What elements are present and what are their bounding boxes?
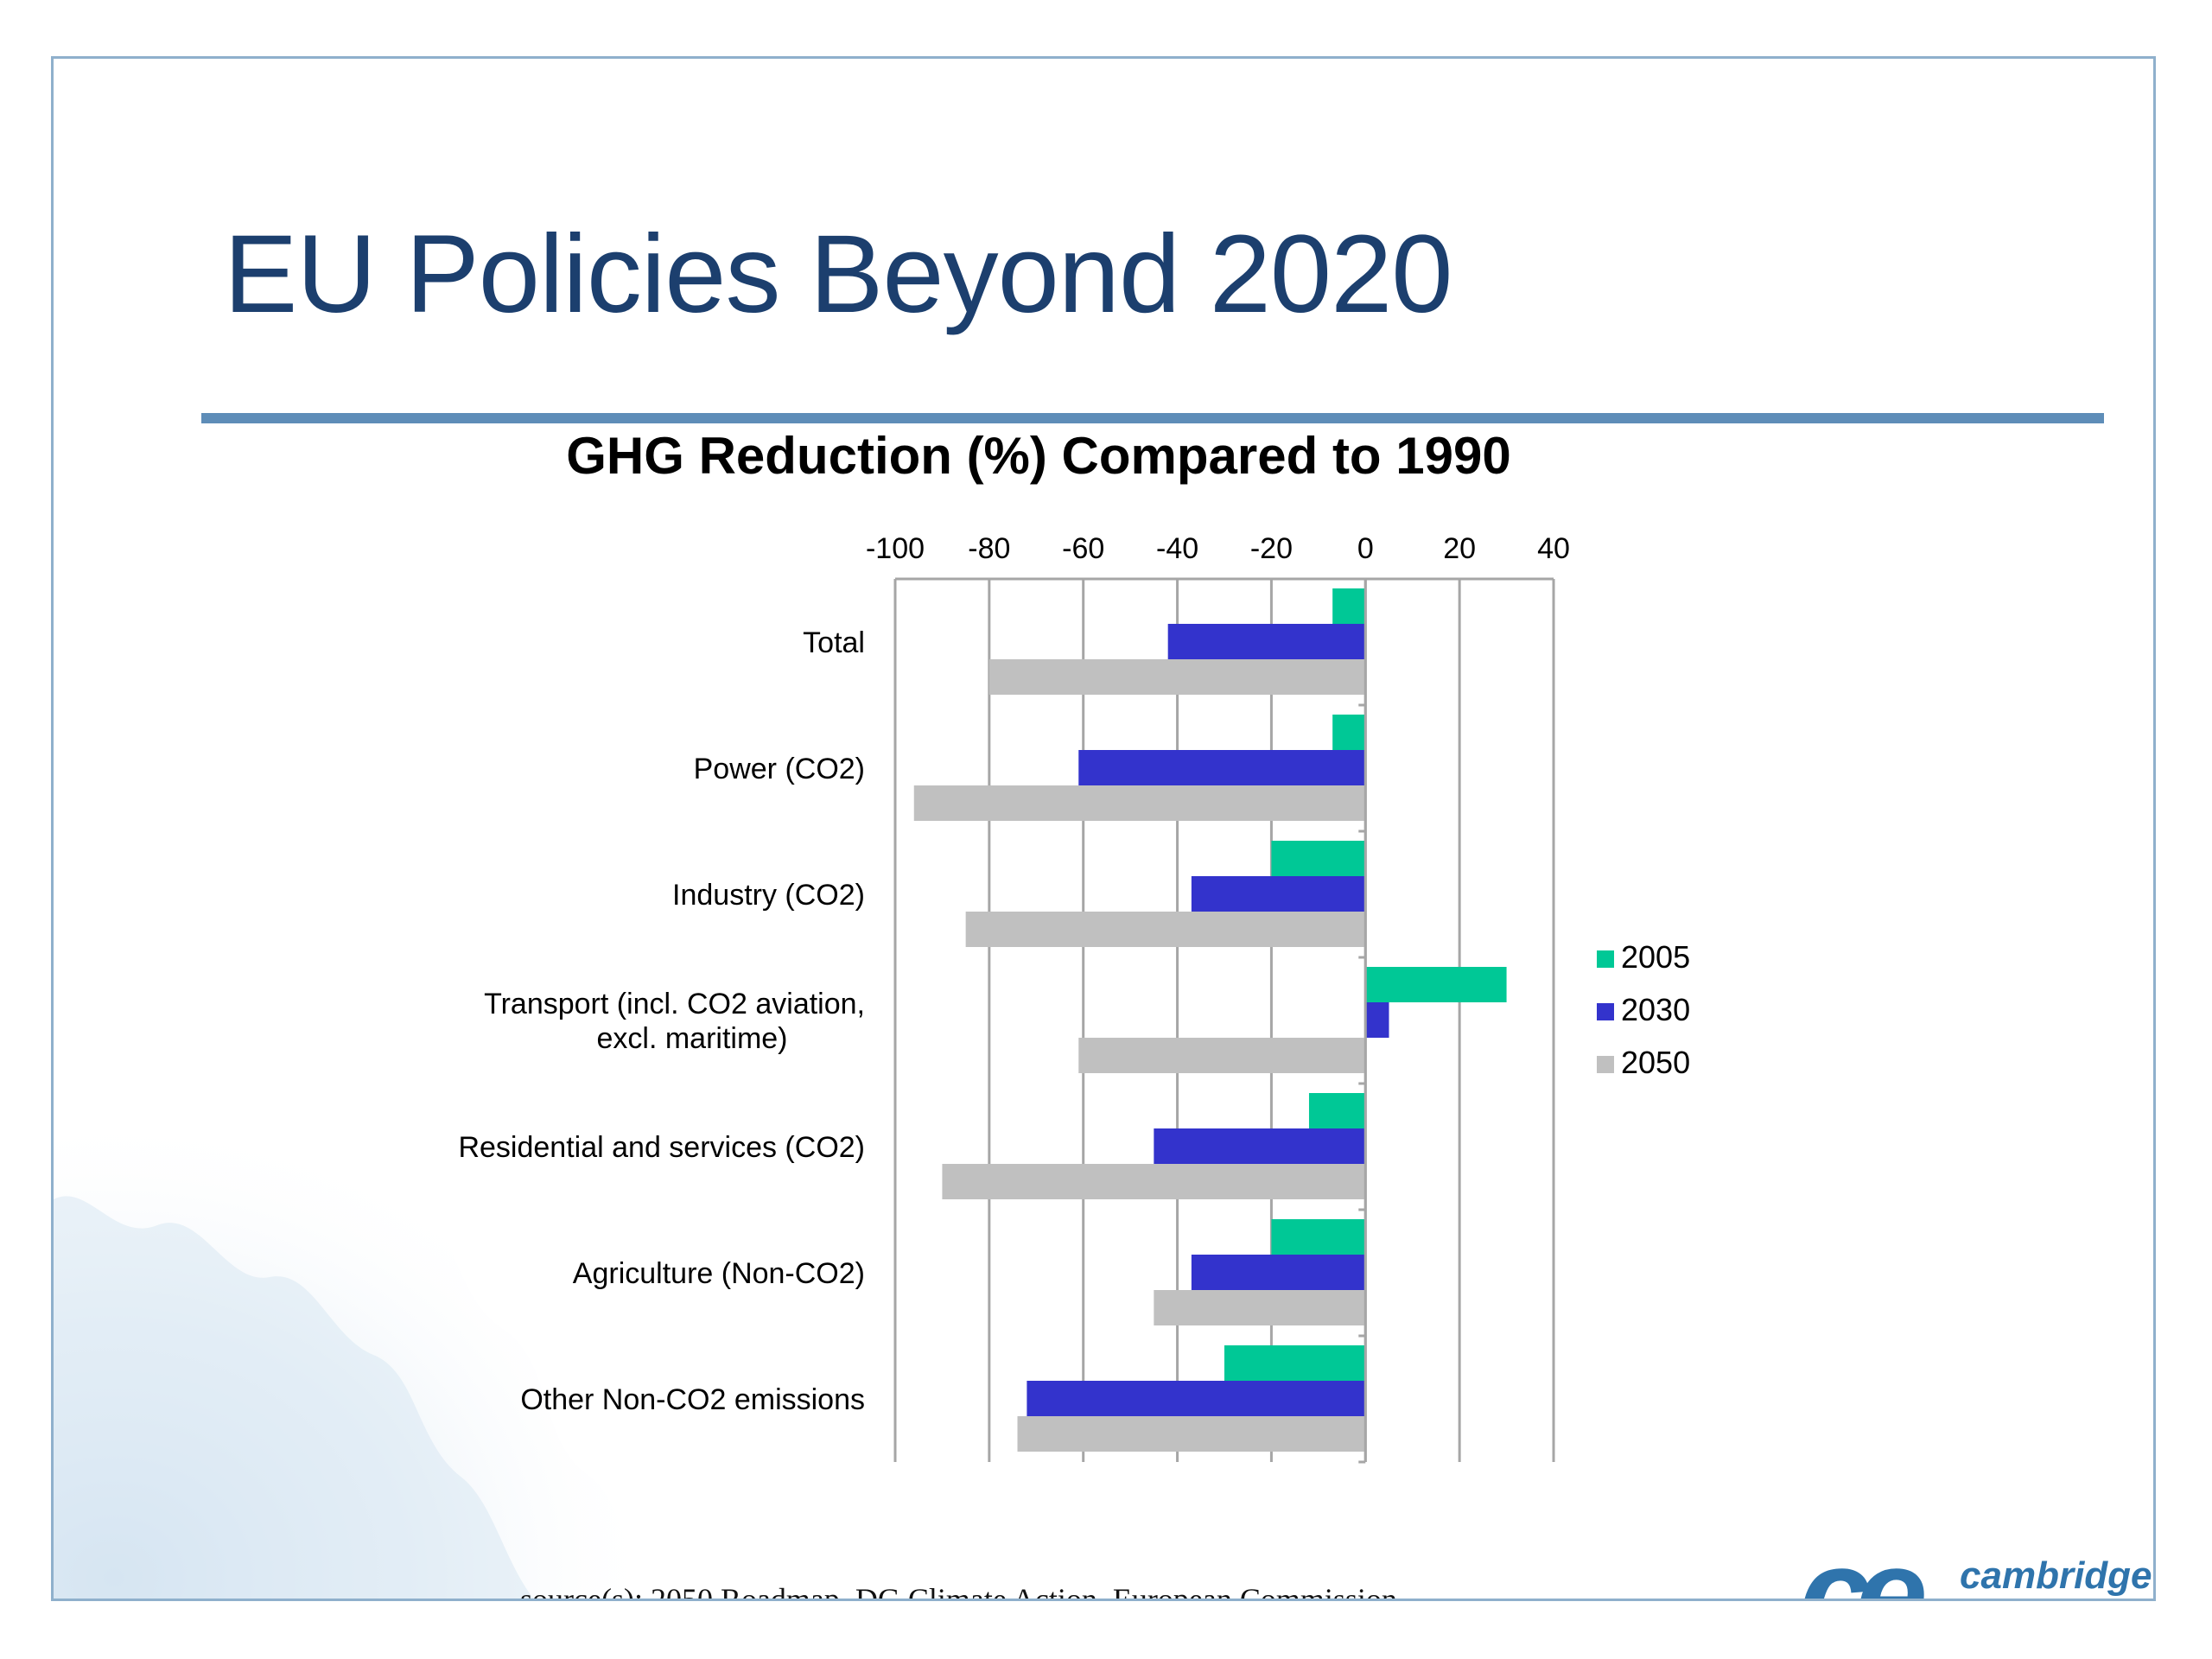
bar-2005: [1271, 841, 1366, 876]
logo-mark: ce: [1799, 1552, 1924, 1601]
category-label: Total: [803, 626, 865, 659]
bar-2030: [1365, 1002, 1389, 1038]
legend-swatch-2005: [1597, 950, 1614, 968]
bar-2005: [1308, 1093, 1366, 1128]
legend-label-2005: 2005: [1621, 939, 1690, 975]
bar-2050: [942, 1164, 1366, 1199]
x-tick-label: 40: [1537, 532, 1570, 565]
legend-label-2030: 2030: [1621, 992, 1690, 1027]
x-tick-label: -100: [866, 532, 925, 565]
category-label: Agriculture (Non-CO2): [573, 1257, 865, 1290]
category-labels: Total Power (CO2) Industry (CO2) Transport …: [458, 626, 865, 1416]
category-label: Transport (incl. CO2 aviation, excl. mari…: [484, 988, 865, 1055]
category-label: Industry (CO2): [672, 879, 865, 912]
bar-2005: [1332, 588, 1366, 624]
x-tick-label: -60: [1062, 532, 1104, 565]
logo-line1: cambridge: [1960, 1554, 2152, 1597]
x-axis-ticks: -100 -80 -60 -40 -20 0 20 40: [866, 532, 1570, 565]
decorative-pattern: [54, 1082, 655, 1599]
bar-2005: [1365, 967, 1507, 1002]
legend-swatch-2030: [1597, 1003, 1614, 1020]
bar-2030: [1027, 1381, 1366, 1416]
bars: [913, 577, 1507, 1464]
bar-2050: [1078, 1038, 1366, 1073]
x-tick-label: 0: [1357, 532, 1374, 565]
title-divider: [201, 413, 2104, 423]
ghg-reduction-chart: -100 -80 -60 -40 -20 0 20 40 Total Power (CO2) In…: [458, 427, 1690, 1464]
bar-2005: [1332, 715, 1366, 750]
bar-2030: [1154, 1128, 1366, 1164]
bar-2050: [1154, 1290, 1366, 1325]
chart-title: GHG Reduction (%) Compared to 1990: [566, 427, 1510, 485]
bar-2030: [1191, 876, 1366, 912]
legend-swatch-2050: [1597, 1056, 1614, 1073]
x-tick-label: -20: [1250, 532, 1293, 565]
legend: 2005 2030 2050: [1597, 939, 1690, 1080]
cambridge-econometrics-logo: ce cambridge econometrics: [1799, 1552, 2156, 1601]
legend-label-2050: 2050: [1621, 1045, 1690, 1080]
bar-2050: [988, 659, 1366, 695]
category-label: Power (CO2): [694, 753, 865, 785]
slide-title: EU Policies Beyond 2020: [224, 213, 1452, 336]
category-label: Residential and services (CO2): [458, 1131, 865, 1164]
x-tick-label: -40: [1156, 532, 1198, 565]
bar-2050: [913, 785, 1366, 821]
slide-frame: EU Policies Beyond 2020 -100 -80 -60 -40 -20…: [51, 56, 2156, 1601]
logo-line2: econometrics: [1960, 1591, 2156, 1601]
source-note: source(s): 2050 Roadmap, DG Climate Acti…: [520, 1582, 1397, 1601]
bar-2030: [1191, 1255, 1366, 1290]
bar-2005: [1224, 1345, 1366, 1381]
x-tick-label: 20: [1443, 532, 1476, 565]
bar-2050: [1017, 1416, 1366, 1452]
gridlines: [893, 577, 1555, 1462]
bar-2050: [965, 912, 1366, 947]
bar-2030: [1167, 624, 1366, 659]
category-label: Other Non-CO2 emissions: [520, 1383, 865, 1416]
bar-2005: [1271, 1219, 1366, 1255]
bar-2030: [1078, 750, 1366, 785]
x-tick-label: -80: [968, 532, 1010, 565]
